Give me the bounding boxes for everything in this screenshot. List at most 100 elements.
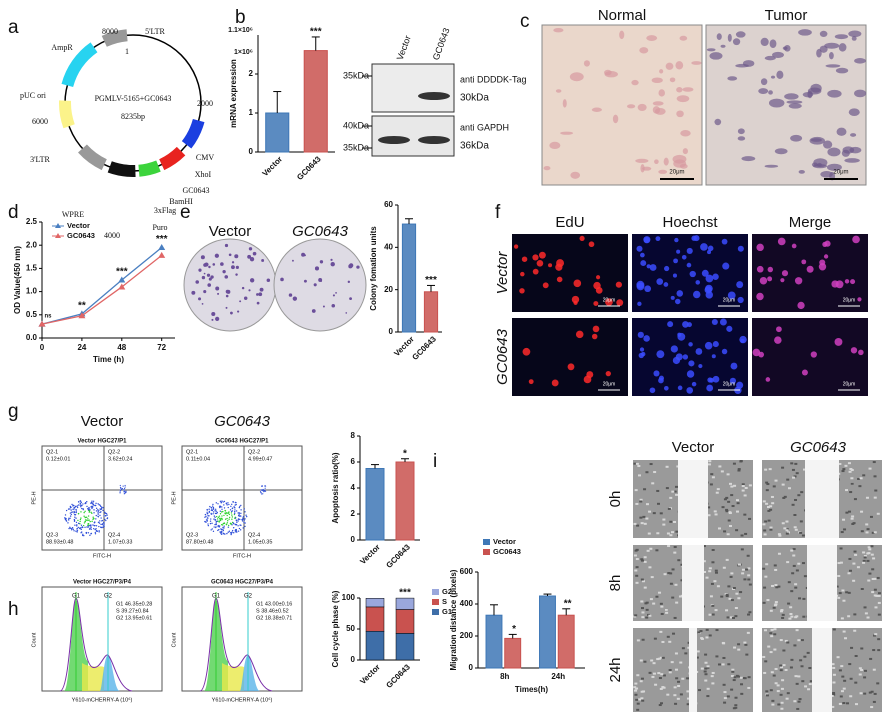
nucleus bbox=[556, 276, 563, 283]
event bbox=[209, 522, 212, 525]
texture bbox=[745, 568, 749, 571]
texture bbox=[847, 615, 851, 618]
event bbox=[231, 516, 234, 518]
texture bbox=[793, 513, 797, 516]
texture bbox=[647, 532, 651, 535]
texture bbox=[860, 588, 864, 591]
texture bbox=[863, 554, 867, 557]
event bbox=[97, 513, 99, 515]
texture bbox=[645, 503, 649, 506]
plasmid-label: CMV bbox=[196, 153, 214, 162]
cell bbox=[646, 35, 658, 41]
texture bbox=[658, 677, 662, 680]
colony bbox=[211, 318, 214, 321]
texture bbox=[836, 656, 840, 659]
nucleus bbox=[686, 322, 692, 328]
cell bbox=[827, 89, 842, 98]
texture bbox=[832, 692, 836, 695]
blot bbox=[371, 115, 455, 157]
colony bbox=[280, 277, 284, 282]
cell bbox=[816, 48, 822, 58]
event bbox=[229, 532, 232, 534]
event bbox=[69, 527, 72, 529]
texture bbox=[723, 697, 727, 700]
texture bbox=[686, 677, 690, 680]
band bbox=[378, 136, 410, 144]
y-axis-label: Migration distance (pixels) bbox=[449, 569, 458, 670]
event bbox=[224, 509, 226, 512]
plasmid-label: WPRE bbox=[62, 210, 84, 219]
nucleus bbox=[672, 273, 677, 278]
texture bbox=[794, 675, 798, 678]
event bbox=[77, 504, 80, 506]
texture bbox=[860, 510, 864, 513]
event bbox=[70, 509, 72, 511]
event bbox=[219, 519, 222, 522]
cell bbox=[784, 93, 799, 100]
event bbox=[124, 486, 126, 488]
nucleus bbox=[656, 278, 664, 285]
texture bbox=[838, 462, 842, 465]
event bbox=[233, 532, 235, 534]
event bbox=[214, 516, 216, 518]
event bbox=[228, 503, 230, 506]
nucleus bbox=[519, 288, 525, 294]
texture bbox=[781, 616, 785, 619]
colony bbox=[266, 278, 271, 283]
event bbox=[215, 502, 218, 504]
event bbox=[260, 489, 263, 491]
quadrant-value: 87.80±0.48 bbox=[186, 539, 214, 545]
texture bbox=[802, 597, 806, 600]
nucleus bbox=[571, 295, 580, 304]
texture bbox=[864, 612, 868, 615]
texture bbox=[679, 693, 683, 696]
texture bbox=[634, 614, 638, 617]
cell bbox=[802, 92, 814, 98]
peak-label: G2 bbox=[244, 594, 253, 600]
texture bbox=[643, 560, 647, 563]
event bbox=[244, 522, 246, 524]
bar bbox=[265, 112, 290, 153]
nucleus bbox=[797, 301, 805, 310]
texture bbox=[704, 679, 708, 682]
cell bbox=[654, 108, 666, 115]
texture bbox=[780, 687, 784, 690]
texture bbox=[860, 530, 864, 533]
texture bbox=[679, 661, 683, 664]
bar bbox=[423, 291, 439, 333]
texture bbox=[865, 496, 869, 499]
event bbox=[96, 530, 99, 532]
texture bbox=[795, 615, 799, 618]
texture bbox=[635, 574, 639, 577]
event bbox=[122, 485, 124, 487]
texture bbox=[870, 545, 874, 548]
event bbox=[97, 521, 100, 524]
colony bbox=[224, 275, 229, 279]
cell bbox=[737, 128, 745, 135]
texture bbox=[669, 520, 673, 523]
y-tick-label: 0 bbox=[249, 147, 254, 156]
nucleus bbox=[663, 385, 669, 391]
significance: *** bbox=[156, 234, 168, 245]
event bbox=[89, 520, 91, 523]
event bbox=[77, 526, 79, 529]
event bbox=[241, 518, 243, 521]
marker-label: 40kDa bbox=[343, 120, 369, 130]
event bbox=[237, 520, 239, 522]
nucleus bbox=[712, 341, 719, 348]
texture bbox=[660, 612, 664, 615]
texture bbox=[640, 690, 644, 693]
texture bbox=[725, 510, 729, 513]
texture bbox=[717, 663, 721, 666]
event bbox=[95, 502, 97, 505]
nucleus bbox=[722, 262, 730, 270]
colony bbox=[335, 292, 337, 294]
panel-letter: b bbox=[235, 7, 246, 28]
colony bbox=[211, 311, 216, 316]
texture bbox=[866, 616, 870, 619]
nucleus bbox=[691, 381, 697, 387]
cell bbox=[659, 69, 664, 74]
texture bbox=[877, 594, 881, 597]
nucleus bbox=[640, 260, 647, 267]
scale-label: 20μm bbox=[723, 297, 736, 303]
